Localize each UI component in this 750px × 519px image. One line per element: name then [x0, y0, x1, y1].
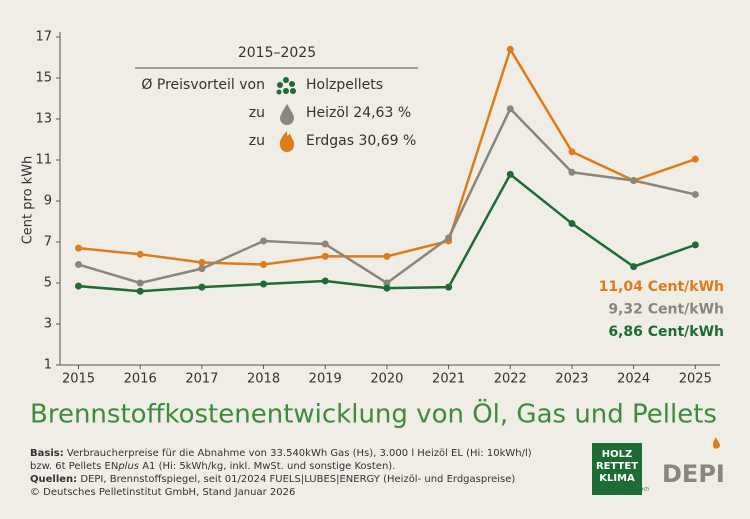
- svg-text:RETTET: RETTET: [596, 461, 638, 472]
- data-point: [383, 284, 391, 292]
- data-point: [198, 259, 206, 266]
- data-point: [630, 263, 638, 271]
- data-point: [136, 279, 144, 287]
- oil-icon: [280, 104, 294, 125]
- x-tick-label: 2015: [62, 372, 95, 387]
- legend-entry: Holzpellets: [306, 77, 383, 93]
- x-tick-label: 2019: [309, 372, 342, 387]
- y-tick-label: 9: [44, 194, 52, 209]
- y-tick-label: 7: [44, 235, 52, 250]
- chart-title: Brennstoffkostenentwicklung von Öl, Gas …: [30, 398, 717, 430]
- legend-prefix: zu: [249, 105, 265, 121]
- x-tick-label: 2024: [617, 372, 650, 387]
- x-tick-label: 2021: [432, 372, 465, 387]
- pellet-icon: [276, 77, 296, 95]
- data-point: [75, 261, 83, 269]
- footnote: © Deutsches Pelletinstitut GmbH, Stand J…: [30, 487, 295, 498]
- logo-flame: [712, 437, 720, 449]
- data-point: [568, 168, 576, 176]
- x-tick-label: 2016: [124, 372, 157, 387]
- value-label: 6,86 Cent/kWh: [608, 324, 724, 340]
- y-tick-label: 5: [44, 276, 52, 291]
- data-point: [260, 237, 268, 245]
- value-label: 9,32 Cent/kWh: [608, 302, 724, 318]
- data-point: [321, 240, 329, 248]
- data-point: [260, 280, 268, 288]
- legend-intro: Ø Preisvorteil von: [141, 77, 265, 93]
- svg-text:HOLZ: HOLZ: [602, 449, 633, 460]
- x-tick-label: 2018: [247, 372, 280, 387]
- x-tick-label: 2022: [494, 372, 527, 387]
- data-point: [506, 170, 514, 178]
- data-point: [568, 148, 576, 156]
- data-point: [445, 234, 453, 242]
- data-point: [506, 45, 514, 53]
- data-point: [445, 283, 453, 291]
- data-point: [198, 283, 206, 291]
- y-tick-label: 17: [35, 30, 52, 45]
- logo: DEPI: [662, 460, 725, 488]
- x-tick-label: 2025: [679, 372, 712, 387]
- legend-entry: Heizöl 24,63 %: [306, 105, 411, 121]
- x-tick-label: 2023: [555, 372, 588, 387]
- footnote: Quellen: DEPI, Brennstoffspiegel, seit 0…: [30, 474, 515, 485]
- gas-icon: [279, 131, 295, 152]
- data-point: [136, 250, 144, 258]
- data-point: [321, 277, 329, 285]
- legend-period: 2015–2025: [238, 45, 316, 61]
- data-point: [691, 155, 699, 163]
- footnote: Basis: Verbraucherpreise für die Abnahme…: [30, 448, 532, 459]
- series-line: [78, 172, 696, 293]
- data-point: [630, 177, 638, 184]
- data-point: [198, 265, 206, 273]
- data-point: [691, 241, 699, 249]
- data-point: [75, 244, 83, 252]
- legend-prefix: zu: [249, 133, 265, 149]
- data-point: [383, 252, 391, 260]
- svg-text:KLIMA: KLIMA: [599, 473, 635, 484]
- x-tick-label: 2020: [370, 372, 403, 387]
- data-point: [321, 252, 329, 260]
- data-point: [568, 220, 576, 228]
- data-point: [75, 282, 83, 290]
- x-tick-label: 2017: [185, 372, 218, 387]
- legend-entry: Erdgas 30,69 %: [306, 133, 416, 149]
- footnote: bzw. 6t Pellets ENplus A1 (Hi: 5kWh/kg, …: [30, 461, 395, 472]
- y-tick-label: 15: [35, 71, 52, 86]
- data-point: [260, 261, 268, 269]
- value-label: 11,04 Cent/kWh: [599, 279, 724, 295]
- data-point: [691, 190, 699, 198]
- y-tick-label: 11: [35, 153, 52, 168]
- y-tick-label: 13: [35, 112, 52, 127]
- y-tick-label: 3: [44, 317, 52, 332]
- badge: HOLZ RETTET KLIMA Es wächst nach: [592, 443, 649, 495]
- data-point: [506, 105, 514, 113]
- y-axis-label: Cent pro kWh: [21, 156, 36, 245]
- svg-text:Es wächst nach: Es wächst nach: [611, 487, 650, 493]
- y-tick-label: 1: [44, 358, 52, 373]
- data-point: [383, 279, 391, 287]
- data-point: [136, 287, 144, 295]
